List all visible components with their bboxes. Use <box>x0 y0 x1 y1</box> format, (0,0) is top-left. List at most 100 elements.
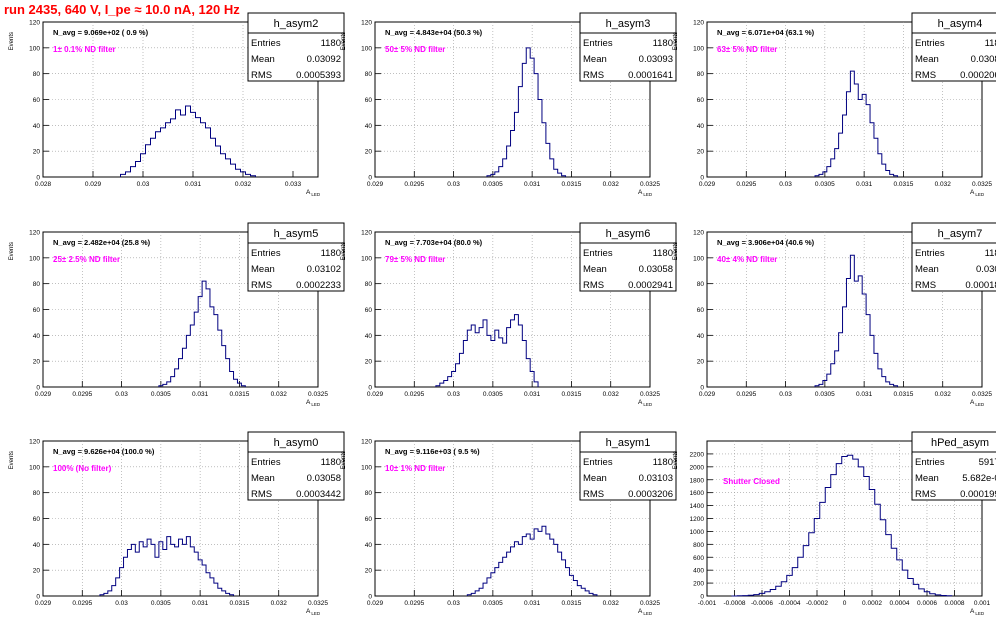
histogram-panel-h_asym7: 0.029 0.0295 0.03 0.0305 0.031 0.0315 0.032 0.0… <box>673 222 996 407</box>
x-tick-label: 0.03 <box>137 181 150 188</box>
filter-annotation: 63± 5% ND filter <box>717 45 777 54</box>
stat-value: 0.0309 <box>976 264 996 275</box>
x-tick-label: -0.0004 <box>778 600 800 607</box>
y-tick-label: 0 <box>700 594 704 601</box>
y-tick-label: 1600 <box>690 490 705 497</box>
page-title: run 2435, 640 V, I_pe ≈ 10.0 nA, 120 Hz <box>4 2 240 17</box>
stat-label: Entries <box>583 248 613 259</box>
stat-value: 0.03058 <box>307 473 341 484</box>
stat-label: Mean <box>251 473 275 484</box>
histogram-panel-hPed_asym: -0.001 -0.0008 -0.0006 -0.0004 -0.0002 0 0.000… <box>673 431 996 616</box>
x-tick-label: 0.0325 <box>640 600 660 607</box>
x-tick-label: 0.031 <box>192 391 209 398</box>
stat-value: 0.0005393 <box>296 70 341 81</box>
y-tick-label: 100 <box>29 255 40 262</box>
x-axis-label: ALED <box>638 399 653 407</box>
y-tick-label: 60 <box>697 97 705 104</box>
y-tick-label: 0 <box>36 175 40 182</box>
stats-box: h_asym1 Entries 1180 Mean 0.03103 RMS 0.000320… <box>579 431 677 501</box>
histogram-series <box>158 280 246 387</box>
x-tick-label: 0.029 <box>367 600 384 607</box>
y-tick-label: 100 <box>693 45 704 52</box>
histogram-name: h_asym4 <box>938 18 983 30</box>
y-tick-label: 20 <box>365 149 373 156</box>
x-tick-label: 0.032 <box>935 181 952 188</box>
histogram-panel-h_asym5: 0.029 0.0295 0.03 0.0305 0.031 0.0315 0.032 0.0… <box>9 222 345 407</box>
y-tick-label: 0 <box>36 594 40 601</box>
y-tick-label: 20 <box>697 359 705 366</box>
x-tick-label: 0.0315 <box>229 600 249 607</box>
stat-value: 0.0002061 <box>960 70 996 81</box>
x-tick-label: 0.029 <box>35 600 52 607</box>
x-tick-label: 0.0325 <box>308 600 328 607</box>
histogram-series <box>466 525 598 596</box>
y-tick-label: 40 <box>365 333 373 340</box>
stat-label: Mean <box>251 54 275 65</box>
navg-annotation: N_avg = 9.116e+03 ( 9.5 %) <box>385 447 480 456</box>
stat-value: 1180 <box>653 248 673 259</box>
x-tick-label: 0.0305 <box>483 600 503 607</box>
x-tick-label: 0.0315 <box>229 391 249 398</box>
y-tick-label: 40 <box>697 333 705 340</box>
x-tick-label: 0.0325 <box>972 391 992 398</box>
x-tick-label: 0.0305 <box>483 391 503 398</box>
histogram-name: hPed_asym <box>931 437 989 449</box>
histogram-series <box>731 454 953 597</box>
stat-label: Mean <box>915 54 939 65</box>
stat-value: 0.03058 <box>639 264 673 275</box>
x-tick-label: 0.0305 <box>815 181 835 188</box>
navg-annotation: N_avg = 9.626e+04 (100.0 %) <box>53 447 155 456</box>
x-tick-label: 0.0325 <box>640 181 660 188</box>
stat-label: Mean <box>915 264 939 275</box>
filter-annotation: 10± 1% ND filter <box>385 464 445 473</box>
stat-label: RMS <box>915 489 936 500</box>
x-tick-label: 0.029 <box>367 391 384 398</box>
stats-box: h_asym3 Entries 1180 Mean 0.03093 RMS 0.000164… <box>579 12 677 82</box>
y-axis-label: Events <box>341 32 347 50</box>
y-tick-label: 120 <box>693 230 704 237</box>
x-tick-label: 0.031 <box>524 600 541 607</box>
y-tick-label: 400 <box>693 568 704 575</box>
x-tick-label: 0.03 <box>447 391 460 398</box>
stat-value: 1180 <box>653 38 673 49</box>
y-tick-label: 0 <box>700 175 704 182</box>
x-tick-label: 0.0315 <box>561 181 581 188</box>
x-tick-label: 0.032 <box>603 181 620 188</box>
stats-values-box <box>579 451 677 501</box>
stat-label: Entries <box>915 457 945 468</box>
x-tick-label: 0.0295 <box>404 600 424 607</box>
histogram-name: h_asym6 <box>606 228 651 240</box>
y-tick-label: 20 <box>33 149 41 156</box>
x-tick-label: 0.0295 <box>404 391 424 398</box>
stat-value: 0.03102 <box>307 264 341 275</box>
x-tick-label: 0.0305 <box>151 391 171 398</box>
x-tick-label: 0.029 <box>35 391 52 398</box>
stats-box: hPed_asym Entries 59175 Mean 5.682e-06 RMS 0.0… <box>911 431 996 501</box>
x-tick-label: 0.03 <box>779 391 792 398</box>
y-tick-label: 60 <box>365 516 373 523</box>
stat-label: Mean <box>583 54 607 65</box>
y-tick-label: 40 <box>697 123 705 130</box>
y-tick-label: 60 <box>697 307 705 314</box>
stat-label: Entries <box>583 457 613 468</box>
x-tick-label: 0.032 <box>235 181 252 188</box>
x-axis-label: ALED <box>970 399 985 407</box>
x-tick-label: 0.0305 <box>815 391 835 398</box>
x-tick-label: 0.031 <box>524 181 541 188</box>
stat-label: Mean <box>583 264 607 275</box>
filter-annotation: 79± 5% ND filter <box>385 255 445 264</box>
y-axis-label: Events <box>9 451 15 469</box>
y-tick-label: 800 <box>693 542 704 549</box>
y-tick-label: 100 <box>361 45 372 52</box>
stat-value: 0.0001991 <box>960 489 996 500</box>
x-tick-label: 0.032 <box>603 600 620 607</box>
stats-box: h_asym4 Entries 1180 Mean 0.03089 RMS 0.000206… <box>911 12 996 82</box>
y-tick-label: 120 <box>29 230 40 237</box>
y-axis-label: Events <box>341 451 347 469</box>
navg-annotation: N_avg = 3.906e+04 (40.6 %) <box>717 238 815 247</box>
stat-label: Entries <box>583 38 613 49</box>
stat-label: Entries <box>251 38 281 49</box>
y-tick-label: 100 <box>361 464 372 471</box>
stat-value: 1180 <box>985 248 996 259</box>
navg-annotation: N_avg = 9.069e+02 ( 0.9 %) <box>53 28 149 37</box>
